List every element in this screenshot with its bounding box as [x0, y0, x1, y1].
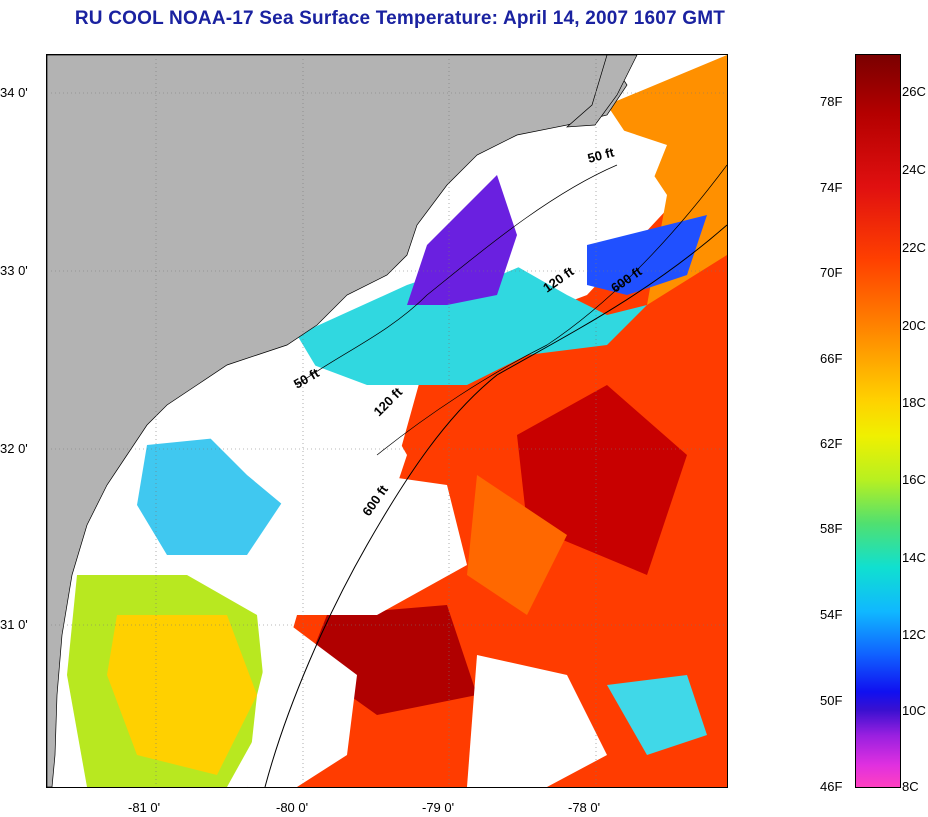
chart-title: RU COOL NOAA-17 Sea Surface Temperature:…: [74, 8, 726, 29]
cloud-patch-east: [467, 655, 607, 787]
colorbar-fahrenheit-label: 50F: [820, 693, 843, 708]
y-tick-label: 33 0': [0, 263, 28, 278]
gulf-stream-core: [517, 385, 687, 575]
colorbar-celsius-label: 10C: [902, 703, 926, 718]
y-tick-label: 31 0': [0, 617, 28, 632]
colorbar-celsius-label: 26C: [902, 84, 926, 99]
colorbar-fahrenheit-label: 78F: [820, 94, 843, 109]
colorbar-celsius-label: 8C: [902, 779, 919, 794]
y-tick-label: 32 0': [0, 441, 28, 456]
cool-patch-east: [607, 675, 707, 755]
colorbar-celsius-label: 18C: [902, 395, 926, 410]
shelf-purple-edge: [407, 175, 517, 305]
colorbar-celsius-label: 12C: [902, 627, 926, 642]
colorbar-fahrenheit-label: 66F: [820, 351, 843, 366]
shelf-blue-water: [587, 215, 707, 295]
cloud-patch-south: [247, 615, 357, 787]
x-tick-label: -80 0': [276, 800, 309, 815]
x-tick-label: -81 0': [128, 800, 161, 815]
colorbar-celsius-label: 20C: [902, 318, 926, 333]
y-tick-label: 34 0': [0, 85, 28, 100]
coastal-yellow-water: [107, 615, 257, 775]
colorbar-fahrenheit-label: 54F: [820, 607, 843, 622]
isobath-50ft: [296, 164, 618, 386]
isobath-600ft: [264, 224, 727, 787]
colorbar-fahrenheit-label: 70F: [820, 265, 843, 280]
offshore-clouds: [287, 475, 467, 615]
temperature-colorbar: [855, 54, 901, 788]
map-canvas: 50 ft 120 ft 600 ft 50 ft 120 ft 600 ft: [47, 55, 727, 787]
land-mass: [47, 55, 628, 787]
isobath-120ft: [376, 164, 727, 456]
colorbar-celsius-label: 22C: [902, 240, 926, 255]
colorbar-fahrenheit-label: 46F: [820, 779, 843, 794]
shelf-cool-water-north: [297, 255, 647, 385]
land-northeast: [565, 55, 638, 128]
x-tick-label: -79 0': [422, 800, 455, 815]
colorbar-celsius-label: 24C: [902, 162, 926, 177]
graticule: [47, 55, 727, 787]
sst-map: 50 ft 120 ft 600 ft 50 ft 120 ft 600 ft: [46, 54, 728, 788]
colorbar-fahrenheit-label: 62F: [820, 436, 843, 451]
coastal-clouds: [187, 355, 407, 525]
colorbar-fahrenheit-label: 58F: [820, 521, 843, 536]
contour-label-50ft-north: 50 ft: [586, 144, 616, 166]
colorbar-fahrenheit-label: 74F: [820, 180, 843, 195]
x-tick-label: -78 0': [568, 800, 601, 815]
colorbar-celsius-label: 16C: [902, 472, 926, 487]
colorbar-celsius-label: 14C: [902, 550, 926, 565]
warm-orange-band-south: [467, 475, 567, 615]
